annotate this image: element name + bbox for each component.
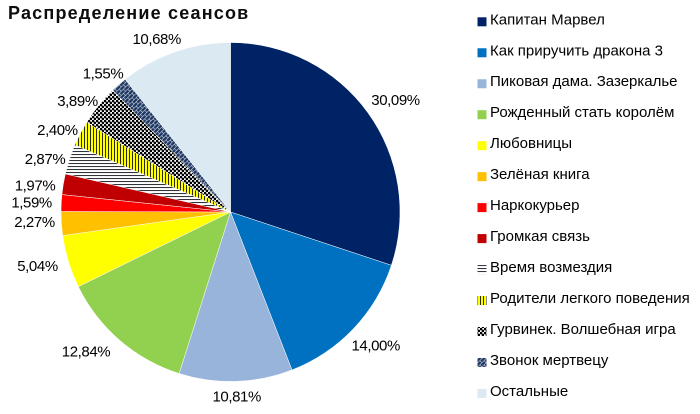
svg-text:Остальные: Остальные — [490, 383, 568, 400]
svg-text:Гурвинек. Волшебная игра: Гурвинек. Волшебная игра — [490, 321, 676, 338]
svg-text:5,04%: 5,04% — [17, 258, 58, 275]
svg-text:Пиковая дама. Зазеркалье: Пиковая дама. Зазеркалье — [490, 73, 678, 90]
svg-text:2,87%: 2,87% — [25, 151, 66, 168]
svg-text:30,09%: 30,09% — [371, 92, 420, 109]
svg-text:Наркокурьер: Наркокурьер — [490, 197, 580, 214]
svg-text:Капитан Марвел: Капитан Марвел — [490, 11, 605, 28]
svg-text:1,59%: 1,59% — [11, 195, 52, 212]
svg-text:2,27%: 2,27% — [14, 214, 55, 231]
svg-text:Звонок мертвецу: Звонок мертвецу — [490, 352, 609, 369]
svg-text:Зелёная книга: Зелёная книга — [490, 166, 590, 183]
svg-text:Как приручить дракона 3: Как приручить дракона 3 — [490, 42, 663, 59]
svg-text:3,89%: 3,89% — [57, 93, 98, 110]
svg-text:10,68%: 10,68% — [132, 31, 181, 48]
svg-text:Родители легкого поведения: Родители легкого поведения — [490, 290, 690, 307]
svg-text:Любовницы: Любовницы — [490, 135, 572, 152]
svg-text:1,55%: 1,55% — [83, 66, 124, 83]
svg-text:Рожденный стать королём: Рожденный стать королём — [490, 104, 674, 121]
svg-text:Время возмездия: Время возмездия — [490, 259, 612, 276]
svg-text:12,84%: 12,84% — [62, 344, 111, 361]
svg-text:10,81%: 10,81% — [212, 389, 261, 406]
svg-text:14,00%: 14,00% — [351, 338, 400, 355]
svg-text:1,97%: 1,97% — [15, 178, 56, 195]
svg-text:Громкая связь: Громкая связь — [490, 228, 590, 245]
svg-text:2,40%: 2,40% — [37, 122, 78, 139]
svg-text:Распределение сеансов: Распределение сеансов — [8, 3, 249, 23]
